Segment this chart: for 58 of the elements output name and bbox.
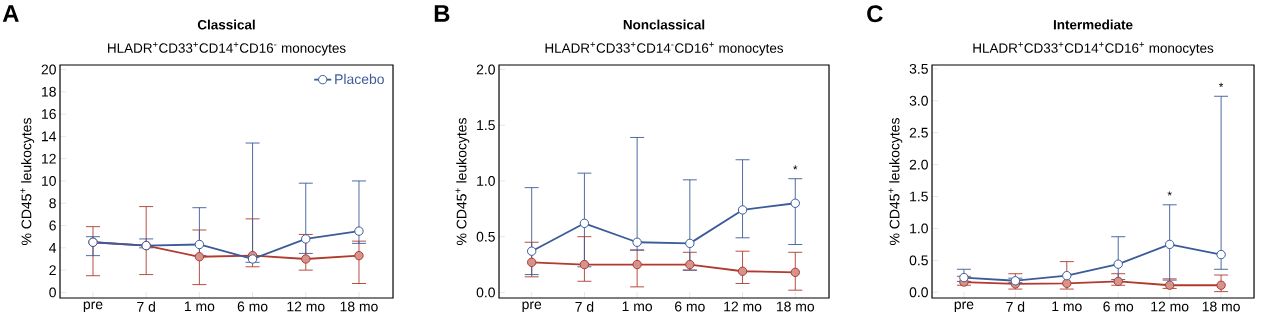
x-tick-label: 18 mo xyxy=(776,301,815,312)
y-tick-label: 4 xyxy=(49,243,57,253)
y-tick-label: 3.5 xyxy=(909,63,928,74)
x-tick-label: pre xyxy=(83,301,103,312)
x-tick-label: 7 d xyxy=(1006,301,1025,312)
legend-label: Placebo xyxy=(335,73,384,85)
x-tick-label: 7 d xyxy=(137,301,155,312)
annotation: * xyxy=(793,165,798,170)
y-axis-title: % CD45$^{+}$ leukocytes xyxy=(888,118,903,245)
x-tick-label: 12 mo xyxy=(1151,301,1189,312)
y-tick-label: 16 xyxy=(42,109,56,119)
y-axis-title: % CD45$^{+}$ leukocytes xyxy=(455,118,470,245)
x-tick-label: 6 mo xyxy=(675,301,705,312)
x-tick-label: 12 mo xyxy=(724,301,762,312)
y-tick-label: 2.0 xyxy=(476,64,495,75)
x-tick-label: 18 mo xyxy=(340,301,378,312)
y-tick-label: 14 xyxy=(42,131,57,142)
y-tick-label: 1.0 xyxy=(910,223,928,234)
chart-title: Classical xyxy=(197,19,255,30)
x-tick-label: 18 mo xyxy=(1202,301,1240,312)
text: B xyxy=(434,5,450,22)
text: C xyxy=(867,5,883,23)
x-tick-label: 6 mo xyxy=(1103,301,1134,312)
y-tick-label: 6 xyxy=(49,220,56,231)
y-tick-label: 0.0 xyxy=(476,287,495,298)
text: HLADR$^{+}$CD33$^{+}$CD14$^{-}$CD16$^{+}$ monocytes xyxy=(545,42,784,56)
x-tick-label: 12 mo xyxy=(287,301,325,312)
y-tick-label: 10 xyxy=(42,175,56,186)
text: A xyxy=(2,5,19,22)
y-tick-label: 0.0 xyxy=(909,287,928,298)
y-tick-label: 2 xyxy=(49,265,56,275)
x-tick-label: 6 mo xyxy=(237,301,268,312)
annotation: * xyxy=(1218,82,1224,88)
text: HLADR$^{+}$CD33$^{+}$CD14$^{+}$CD16$^{+}$ monocytes xyxy=(973,42,1214,56)
annotation: * xyxy=(1167,191,1172,196)
y-tick-label: 3.0 xyxy=(909,95,928,106)
y-tick-label: 1.5 xyxy=(477,120,495,131)
y-axis-title: % CD45$^{+}$ leukocytes xyxy=(20,118,35,245)
y-tick-label: 2.5 xyxy=(909,127,928,138)
y-tick-label: 0.5 xyxy=(909,255,928,266)
y-tick-label: 1.5 xyxy=(910,191,928,202)
y-tick-label: 20 xyxy=(41,64,56,75)
x-tick-label: pre xyxy=(954,301,974,312)
x-tick-label: 1 mo xyxy=(622,301,653,312)
y-tick-label: 0.5 xyxy=(476,231,495,242)
text: HLADR$^{+}$CD33$^{+}$CD14$^{+}$CD16$^{-}$ monocytes xyxy=(108,42,346,56)
y-tick-label: 8 xyxy=(49,198,56,209)
y-tick-label: 18 xyxy=(42,86,56,97)
chart-title: Nonclassical xyxy=(623,19,705,30)
y-tick-label: 12 xyxy=(42,153,56,164)
y-tick-label: 2.0 xyxy=(909,159,928,170)
y-tick-label: 1.0 xyxy=(477,175,495,186)
x-tick-label: 1 mo xyxy=(1052,301,1082,312)
y-tick-label: 0 xyxy=(49,287,56,298)
x-tick-label: pre xyxy=(522,301,542,312)
x-tick-label: 7 d xyxy=(575,301,594,312)
chart-title: Intermediate xyxy=(1053,19,1133,30)
x-tick-label: 1 mo xyxy=(184,301,215,312)
